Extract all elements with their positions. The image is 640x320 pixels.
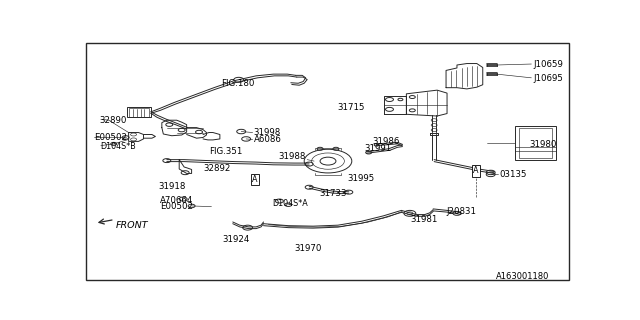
Bar [520, 128, 552, 158]
Text: A70664: A70664 [161, 196, 194, 205]
Bar [515, 126, 556, 160]
Text: 31733: 31733 [319, 188, 347, 198]
Text: A6086: A6086 [253, 135, 282, 144]
Text: D104S*A: D104S*A [273, 199, 308, 208]
Text: E00502: E00502 [161, 203, 193, 212]
Text: J10695: J10695 [534, 74, 564, 83]
Text: 31970: 31970 [294, 244, 322, 253]
Text: D104S*B: D104S*B [100, 142, 136, 151]
Text: 31981: 31981 [410, 215, 438, 224]
Text: 32890: 32890 [100, 116, 127, 125]
Text: A: A [473, 166, 479, 175]
Text: 31918: 31918 [158, 182, 186, 191]
Text: 31998: 31998 [253, 128, 281, 137]
Text: 31980: 31980 [530, 140, 557, 149]
Text: E00502: E00502 [94, 133, 127, 142]
Text: 31995: 31995 [348, 174, 375, 183]
Text: J10659: J10659 [534, 60, 564, 69]
Text: A: A [252, 175, 257, 184]
Text: FIG.180: FIG.180 [221, 79, 255, 89]
Bar [127, 108, 151, 117]
Text: A163001180: A163001180 [495, 272, 549, 281]
Text: 31988: 31988 [278, 152, 306, 161]
Text: 31715: 31715 [338, 103, 365, 112]
Text: 31991: 31991 [365, 144, 392, 153]
Text: 32892: 32892 [203, 164, 230, 173]
Bar [129, 108, 149, 116]
Text: J20831: J20831 [446, 207, 476, 216]
Text: 31924: 31924 [223, 236, 250, 244]
Text: FIG.351: FIG.351 [209, 147, 243, 156]
Text: 31986: 31986 [372, 137, 400, 146]
Text: 03135: 03135 [499, 170, 527, 179]
Text: FRONT: FRONT [116, 221, 148, 230]
